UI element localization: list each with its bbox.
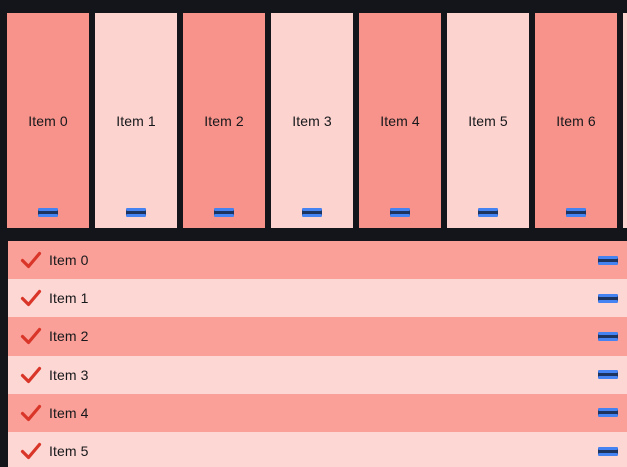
sortable-card[interactable]: Item 0 xyxy=(7,13,89,228)
row-label: Item 3 xyxy=(49,366,89,383)
drag-handle-icon[interactable] xyxy=(566,208,586,217)
drag-handle-icon[interactable] xyxy=(302,208,322,217)
sortable-card[interactable]: Item 3 xyxy=(271,13,353,228)
row-label: Item 2 xyxy=(49,328,89,345)
drag-handle-icon[interactable] xyxy=(598,446,618,456)
card-label: Item 5 xyxy=(468,112,508,129)
card-label: Item 3 xyxy=(292,112,332,129)
sortable-card[interactable]: Item 7 xyxy=(623,13,627,228)
check-icon xyxy=(20,366,42,383)
sortable-row[interactable]: Item 5 xyxy=(8,431,627,467)
sortable-card[interactable]: Item 5 xyxy=(447,13,529,228)
card-label: Item 6 xyxy=(556,112,596,129)
drag-handle-icon[interactable] xyxy=(598,370,618,380)
drag-handle-icon[interactable] xyxy=(598,255,618,265)
card-label: Item 1 xyxy=(116,112,156,129)
card-label: Item 2 xyxy=(204,112,244,129)
row-label: Item 0 xyxy=(49,252,89,269)
sortable-row[interactable]: Item 1 xyxy=(8,279,627,318)
drag-handle-icon[interactable] xyxy=(38,208,58,217)
drag-handle-icon[interactable] xyxy=(598,293,618,303)
check-icon xyxy=(20,442,42,460)
sortable-card[interactable]: Item 2 xyxy=(183,13,265,228)
card-label: Item 0 xyxy=(28,112,68,129)
check-icon xyxy=(20,251,42,269)
check-stroke xyxy=(20,328,42,345)
check-stroke xyxy=(20,290,42,307)
check-icon xyxy=(20,328,42,345)
row-label: Item 4 xyxy=(49,404,89,421)
sortable-row[interactable]: Item 0 xyxy=(8,241,627,280)
row-label: Item 1 xyxy=(49,290,89,307)
horizontal-sortable-board: Item 0 Item 1 Item 2 Item 3 Item 4 Item … xyxy=(0,13,627,228)
sortable-row[interactable]: Item 4 xyxy=(8,393,627,432)
check-stroke xyxy=(20,251,42,269)
drag-handle-icon[interactable] xyxy=(214,208,234,217)
drag-handle-icon[interactable] xyxy=(126,208,146,217)
row-label: Item 5 xyxy=(49,443,89,460)
drag-handle-icon[interactable] xyxy=(478,208,498,217)
drag-handle-icon[interactable] xyxy=(598,408,618,418)
check-stroke xyxy=(20,442,42,460)
card-label: Item 4 xyxy=(380,112,420,129)
check-icon xyxy=(20,404,42,421)
drag-handle-icon[interactable] xyxy=(390,208,410,217)
sortable-row[interactable]: Item 2 xyxy=(8,317,627,356)
check-stroke xyxy=(20,404,42,421)
drag-handle-icon[interactable] xyxy=(598,331,618,341)
check-stroke xyxy=(20,366,42,383)
sortable-card[interactable]: Item 6 xyxy=(535,13,617,228)
vertical-sortable-list: Item 0 Item 1 Item 2 Item 3 Item 4 xyxy=(8,241,627,467)
sortable-row[interactable]: Item 3 xyxy=(8,355,627,394)
check-icon xyxy=(20,290,42,307)
sortable-card[interactable]: Item 4 xyxy=(359,13,441,228)
sortable-card[interactable]: Item 1 xyxy=(95,13,177,228)
